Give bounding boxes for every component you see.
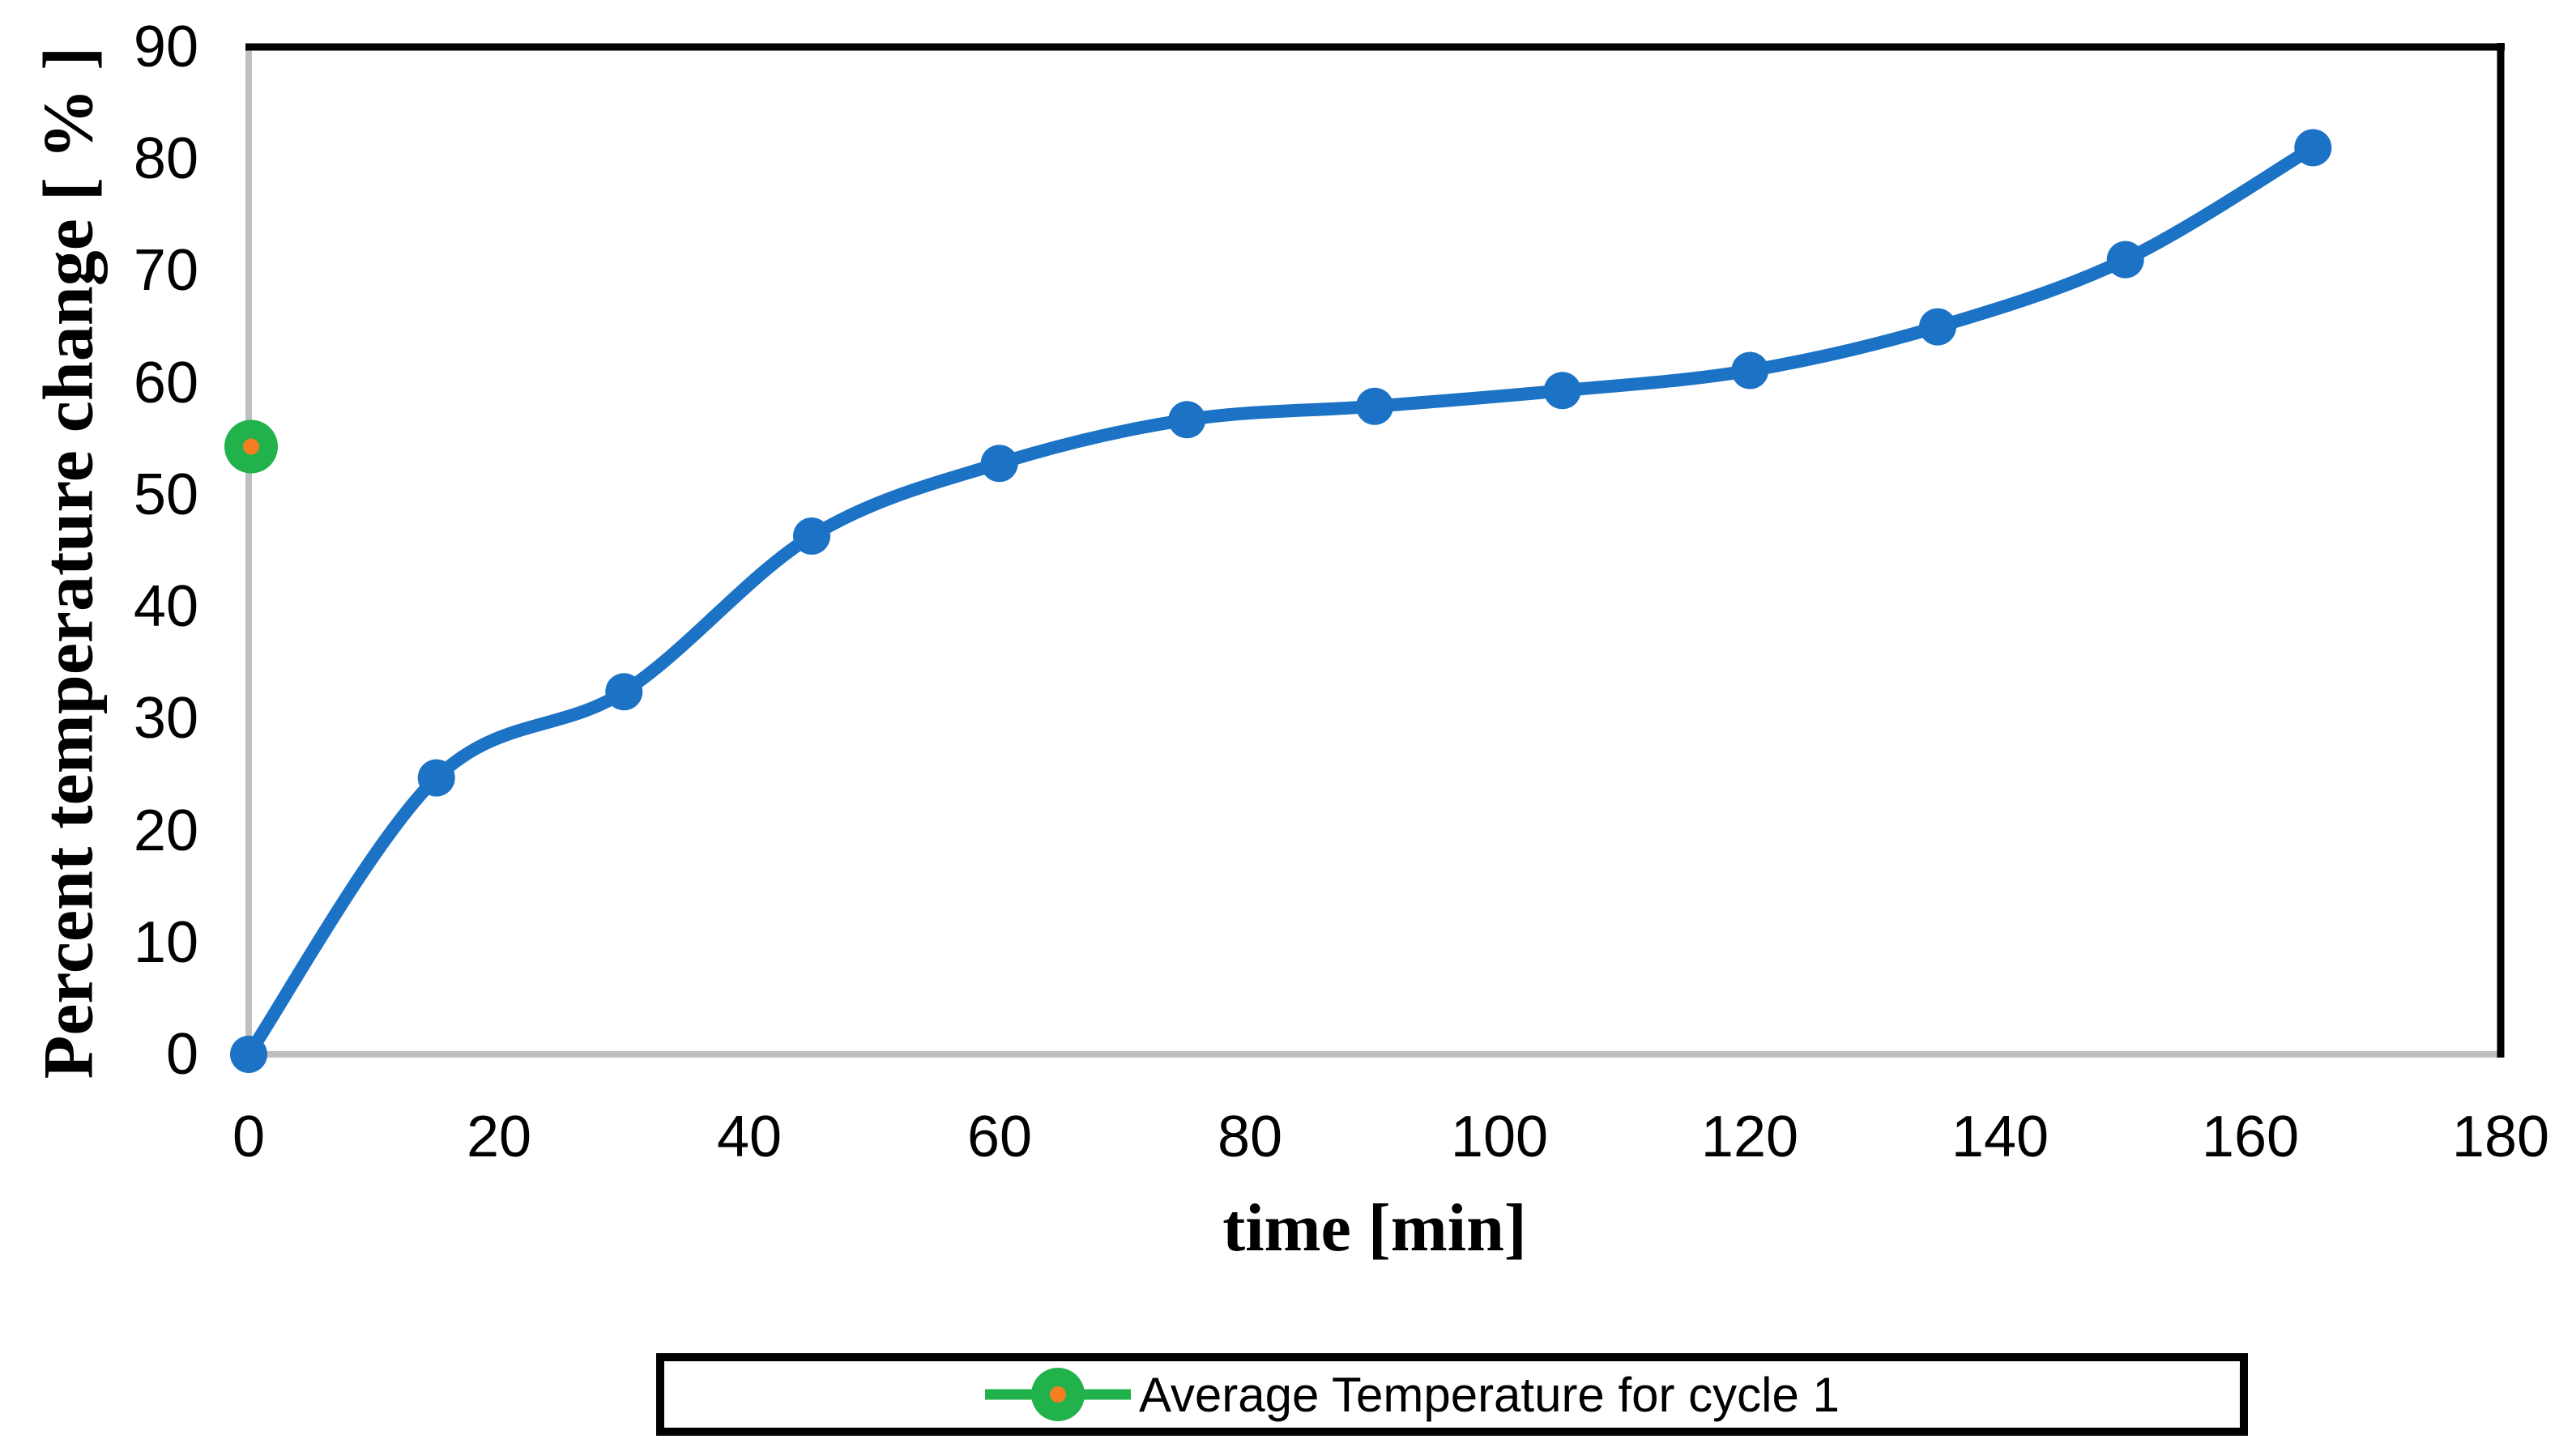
y-tick-label-60: 60: [133, 351, 198, 415]
x-axis-title: time [min]: [1222, 1190, 1527, 1266]
y-tick-label-80: 80: [133, 126, 198, 191]
x-tick-label-140: 140: [1951, 1105, 2049, 1169]
series-0-marker-6: [1356, 387, 1393, 425]
series-0-marker-7: [1543, 372, 1581, 410]
y-tick-label-20: 20: [133, 798, 198, 863]
series-0-marker-9: [1919, 308, 1956, 346]
y-tick-label-70: 70: [133, 238, 198, 303]
y-tick-label-10: 10: [133, 910, 198, 975]
series-0-marker-1: [417, 759, 455, 797]
series-0-marker-11: [2294, 129, 2332, 167]
series-0-marker-2: [605, 673, 643, 711]
x-tick-label-0: 0: [232, 1105, 266, 1169]
x-tick-label-160: 160: [2201, 1105, 2300, 1169]
series-1-marker-center-0: [243, 438, 259, 455]
series-0-marker-5: [1168, 401, 1206, 439]
legend[interactable]: Average Temperature for cycle 1: [656, 1353, 2248, 1436]
x-tick-label-20: 20: [466, 1105, 532, 1169]
y-tick-label-30: 30: [133, 686, 198, 751]
legend-label: Average Temperature for cycle 1: [1139, 1367, 1840, 1422]
legend-marker-icon: [985, 1368, 1131, 1421]
x-tick-label-120: 120: [1700, 1105, 1799, 1169]
y-tick-label-50: 50: [133, 462, 198, 527]
y-tick-label-0: 0: [165, 1022, 198, 1087]
series-0-line: [242, 141, 2320, 1061]
x-tick-label-180: 180: [2451, 1105, 2550, 1169]
x-tick-label-100: 100: [1450, 1105, 1549, 1169]
y-tick-label-40: 40: [133, 574, 198, 639]
x-tick-label-80: 80: [1217, 1105, 1283, 1169]
x-tick-label-60: 60: [966, 1105, 1033, 1169]
series-0-marker-4: [980, 445, 1018, 483]
x-tick-label-40: 40: [716, 1105, 783, 1169]
y-axis-title: Percent temperature change [ % ]: [29, 46, 109, 1079]
series-0-marker-10: [2106, 241, 2144, 279]
series-0-marker-8: [1731, 351, 1769, 390]
series-0-marker-3: [793, 517, 830, 555]
series-0-marker-0: [230, 1036, 267, 1073]
y-tick-label-90: 90: [133, 15, 198, 79]
